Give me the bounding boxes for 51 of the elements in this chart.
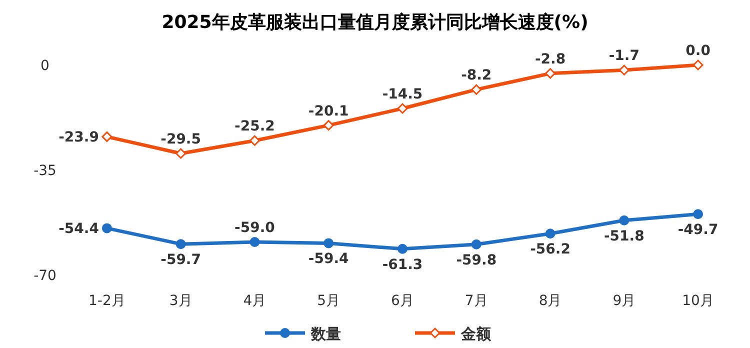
x-tick-label: 9月 <box>612 293 636 309</box>
point <box>176 148 186 159</box>
y-tick-label: -70 <box>34 268 56 284</box>
data-label: -59.7 <box>160 252 202 268</box>
data-label: -59.4 <box>308 251 350 268</box>
data-label: -23.9 <box>58 130 99 146</box>
data-label: -49.7 <box>678 222 718 238</box>
x-tick-label: 5月 <box>317 293 340 309</box>
data-label: -2.8 <box>534 51 566 68</box>
x-tick-label: 3月 <box>169 293 192 309</box>
x-tick-label: 10月 <box>682 293 714 309</box>
point <box>693 209 704 220</box>
data-label: -61.3 <box>382 256 423 273</box>
point <box>398 244 408 254</box>
data-label: -29.5 <box>160 132 202 148</box>
data-label: -54.4 <box>58 221 100 238</box>
data-label: -59.8 <box>456 252 497 268</box>
point <box>545 68 556 79</box>
y-tick-label: -35 <box>34 163 56 179</box>
x-tick-label: 4月 <box>243 293 266 309</box>
point <box>102 223 112 234</box>
data-label: -20.1 <box>308 103 349 120</box>
point <box>324 238 334 248</box>
point <box>250 237 260 247</box>
point <box>102 131 112 142</box>
data-label: -51.8 <box>604 228 644 244</box>
data-label: 0.0 <box>686 43 711 59</box>
point <box>323 120 334 131</box>
point <box>545 228 556 239</box>
data-label: -1.7 <box>608 48 640 64</box>
x-tick-label: 7月 <box>464 293 488 309</box>
point <box>692 60 704 70</box>
x-tick-label: 1-2月 <box>88 293 126 309</box>
legend-label: 数量 <box>310 325 341 343</box>
point <box>176 239 186 250</box>
data-label: -14.5 <box>382 86 423 102</box>
x-tick-label: 8月 <box>538 293 562 309</box>
y-tick-label: 0 <box>40 58 50 74</box>
chart-title: 2025年皮革服装出口量值月度累计同比增长速度(%) <box>162 12 588 33</box>
data-label: -25.2 <box>234 118 275 135</box>
legend-label: 金额 <box>460 325 492 343</box>
data-label: -56.2 <box>530 242 570 258</box>
point <box>471 239 482 250</box>
point <box>618 64 630 76</box>
point <box>471 84 482 95</box>
point <box>249 135 260 146</box>
point <box>619 215 630 226</box>
data-label: -59.0 <box>234 220 276 236</box>
data-label: -8.2 <box>461 68 492 84</box>
x-tick-label: 6月 <box>391 293 414 309</box>
point <box>397 103 408 114</box>
